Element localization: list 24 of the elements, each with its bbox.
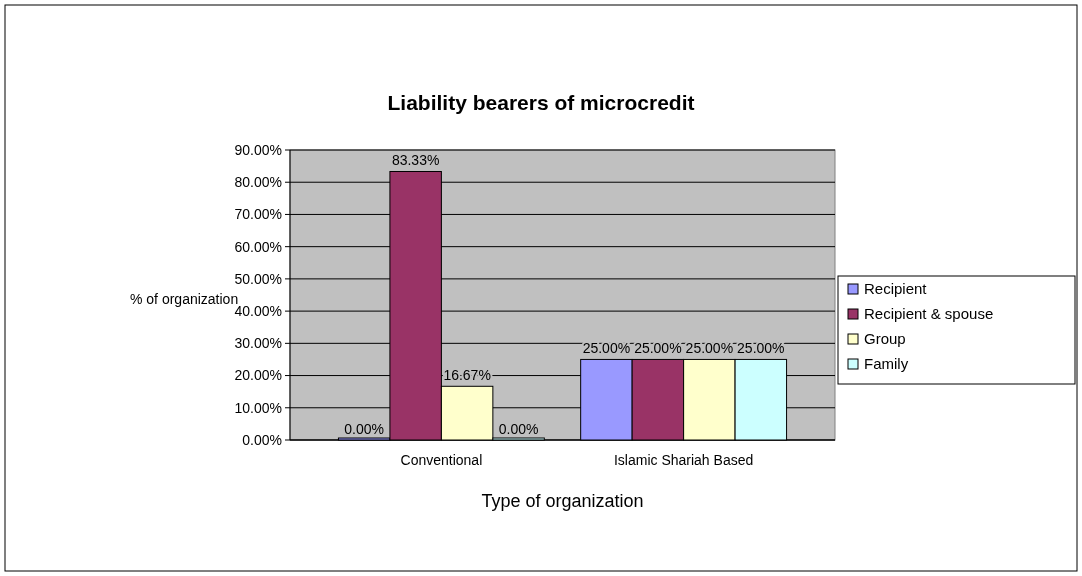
y-tick-label: 0.00% (242, 431, 282, 448)
y-tick-label: 50.00% (234, 270, 282, 287)
data-label: 25.00% (737, 340, 785, 357)
legend-label: Recipient & spouse (864, 305, 994, 323)
data-label: 25.00% (685, 340, 734, 357)
y-tick-label: 80.00% (234, 174, 282, 191)
x-tick-label: Islamic Shariah Based (613, 452, 754, 468)
data-label: 0.00% (498, 421, 539, 437)
x-axis-title: Type of organization (481, 491, 644, 511)
data-label: 25.00% (582, 340, 631, 357)
y-tick-label: 70.00% (234, 206, 282, 223)
chart-title: Liability bearers of microcredit (387, 91, 695, 114)
y-tick-label: 10.00% (234, 399, 282, 416)
legend-label: Group (864, 330, 906, 348)
y-tick-label: 30.00% (234, 335, 282, 352)
legend-label: Family (864, 355, 909, 373)
y-tick-label: 60.00% (234, 238, 282, 255)
y-tick-label: 20.00% (234, 367, 282, 384)
data-label: 25.00% (634, 340, 682, 357)
y-tick-label: 90.00% (234, 141, 282, 158)
data-label: 0.00% (344, 421, 385, 437)
legend-label: Recipient (864, 280, 928, 298)
x-tick-label: Conventional (400, 452, 483, 468)
data-label: 83.33% (391, 152, 440, 169)
